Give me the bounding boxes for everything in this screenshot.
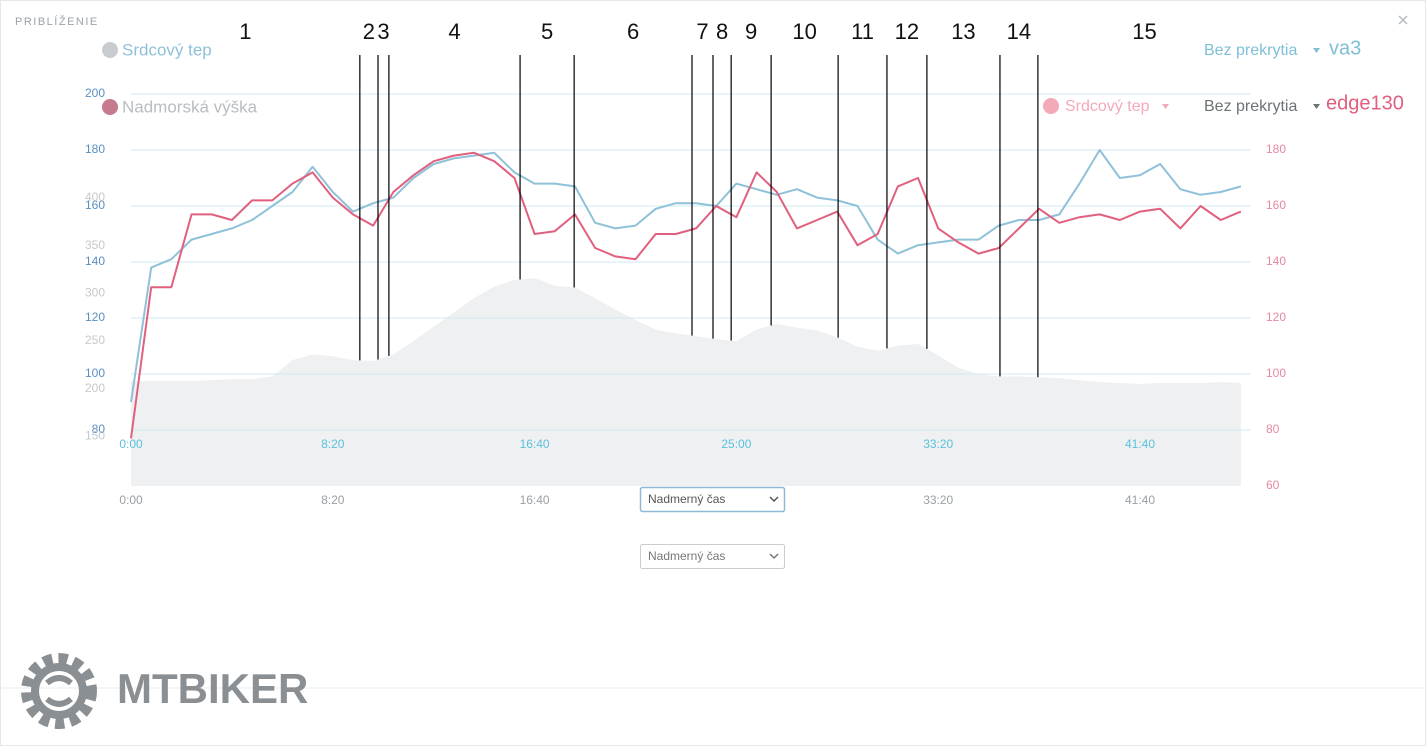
- x-tick-label: 0:00: [119, 493, 143, 507]
- y-tick-label: 80: [92, 422, 106, 436]
- y-tick-label: 200: [85, 86, 105, 100]
- elevation-area: [131, 278, 1241, 486]
- y-tick-label: 180: [85, 142, 105, 156]
- segment-label: 12: [895, 19, 919, 44]
- legend-label[interactable]: Srdcový tep: [122, 40, 212, 59]
- y2-tick-label: 100: [1266, 366, 1286, 380]
- series-dropdown[interactable]: Srdcový tep: [1065, 98, 1150, 115]
- plot: 8010012014016018020015020025030035040060…: [85, 19, 1286, 507]
- logo-mark: [45, 675, 73, 707]
- y2-tick-label: 120: [1266, 310, 1286, 324]
- segment-label: 1: [239, 19, 251, 44]
- device-label: va3: [1329, 37, 1361, 59]
- close-button[interactable]: [1398, 15, 1408, 25]
- select-box[interactable]: [640, 544, 785, 569]
- y-tick-label: 100: [85, 366, 105, 380]
- segment-label: 8: [716, 19, 728, 44]
- legend-label[interactable]: Nadmorská výška: [122, 97, 258, 116]
- y-tick-label: 160: [85, 198, 105, 212]
- select-text[interactable]: Nadmerný čas: [648, 492, 725, 506]
- y2-tick-label: 160: [1266, 198, 1286, 212]
- heart-rate-line: [130, 149, 1242, 403]
- select-chevron[interactable]: [769, 553, 779, 560]
- y3-tick-label: 400: [85, 190, 105, 204]
- logo-ring: [31, 663, 87, 719]
- device-label: edge130: [1326, 92, 1404, 114]
- segment-label: 15: [1132, 19, 1156, 44]
- legend-dot[interactable]: [102, 42, 118, 58]
- select-box[interactable]: [639, 486, 786, 513]
- x-tick-label: 41:40: [1125, 437, 1155, 451]
- segment-label: 2: [363, 19, 375, 44]
- dropdown-arrow[interactable]: [1162, 104, 1169, 109]
- segment-label: 10: [792, 19, 816, 44]
- segment-label: 9: [745, 19, 757, 44]
- heart-rate-line: [130, 151, 1242, 439]
- x-tick-label: 8:20: [321, 493, 345, 507]
- watermark: MTBIKER: [117, 665, 308, 712]
- overlay-dropdown[interactable]: Bez prekrytia: [1204, 42, 1297, 59]
- segment-label: 5: [541, 19, 553, 44]
- segment-label: 7: [696, 19, 708, 44]
- y3-tick-label: 300: [85, 286, 105, 300]
- segment-label: 4: [448, 19, 460, 44]
- dropdown-arrow[interactable]: [1313, 104, 1320, 109]
- segment-label: 3: [377, 19, 389, 44]
- legend-dot[interactable]: [102, 99, 118, 115]
- select[interactable]: Nadmerný čas: [640, 544, 785, 569]
- y3-tick-label: 350: [85, 238, 105, 252]
- segment-label: 14: [1007, 19, 1031, 44]
- y3-tick-label: 150: [85, 429, 105, 443]
- x-tick-label: 33:20: [923, 493, 953, 507]
- close-icon[interactable]: [1398, 15, 1408, 25]
- segment-label: 6: [627, 19, 639, 44]
- select-chevron[interactable]: [769, 496, 779, 503]
- y2-tick-label: 180: [1266, 142, 1286, 156]
- x-tick-label: 33:20: [923, 437, 953, 451]
- y2-tick-label: 80: [1266, 422, 1280, 436]
- logo: MTBIKER: [21, 653, 308, 729]
- overlay-dropdown[interactable]: Bez prekrytia: [1204, 98, 1297, 115]
- select[interactable]: Nadmerný čas: [639, 486, 786, 513]
- y3-tick-label: 200: [85, 381, 105, 395]
- panel-title: PRIBLÍŽENIE: [15, 15, 99, 28]
- x-tick-label: 8:20: [321, 437, 345, 451]
- x-tick-label: 41:40: [1125, 493, 1155, 507]
- legend-dot[interactable]: [1043, 98, 1059, 114]
- dropdown-arrow[interactable]: [1313, 48, 1320, 53]
- y2-tick-label: 60: [1266, 478, 1280, 492]
- x-tick-label: 0:00: [119, 437, 143, 451]
- y-tick-label: 120: [85, 310, 105, 324]
- x-tick-label: 16:40: [520, 493, 550, 507]
- select-text[interactable]: Nadmerný čas: [648, 549, 725, 563]
- logo-gear: [21, 653, 97, 729]
- segment-label: 11: [851, 19, 874, 44]
- y-tick-label: 140: [85, 254, 105, 268]
- x-tick-label: 16:40: [520, 437, 550, 451]
- y2-tick-label: 140: [1266, 254, 1286, 268]
- x-tick-label: 25:00: [721, 437, 751, 451]
- y3-tick-label: 250: [85, 333, 105, 347]
- segment-label: 13: [951, 19, 975, 44]
